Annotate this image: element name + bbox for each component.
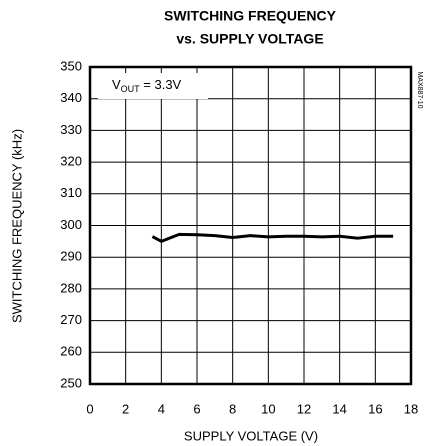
- x-tick-label: 10: [261, 401, 275, 416]
- plot-frame: [88, 65, 413, 386]
- y-tick-label: 310: [60, 185, 82, 200]
- x-tick-label: 12: [297, 401, 311, 416]
- annotation-part: OUT: [121, 84, 141, 94]
- x-tick-label: 16: [368, 401, 382, 416]
- y-tick-label: 330: [60, 122, 82, 137]
- annotation: VOUT = 3.3V: [112, 77, 182, 94]
- x-tick-label: 6: [193, 401, 200, 416]
- annotation-box: [98, 73, 208, 99]
- chart-title: vs. SUPPLY VOLTAGE: [176, 31, 323, 47]
- y-tick-label: 260: [60, 344, 82, 359]
- x-tick-label: 4: [158, 401, 165, 416]
- annotation-part: V: [112, 77, 121, 92]
- y-tick-label: 350: [60, 58, 82, 73]
- x-tick-label: 18: [404, 401, 418, 416]
- x-tick-label: 14: [332, 401, 346, 416]
- y-tick-label: 250: [60, 375, 82, 390]
- x-tick-label: 0: [86, 401, 93, 416]
- y-tick-label: 320: [60, 154, 82, 169]
- y-tick-label: 280: [60, 280, 82, 295]
- chart-title: SWITCHING FREQUENCY: [164, 8, 337, 24]
- x-tick-label: 8: [229, 401, 236, 416]
- y-tick-label: 340: [60, 90, 82, 105]
- x-tick-label: 2: [122, 401, 129, 416]
- y-tick-label: 270: [60, 312, 82, 327]
- x-axis-label: SUPPLY VOLTAGE (V): [184, 428, 318, 443]
- y-axis-label: SWITCHING FREQUENCY (kHz): [9, 129, 24, 323]
- annotation-part: = 3.3V: [140, 77, 182, 92]
- y-tick-label: 290: [60, 249, 82, 264]
- y-tick-label: 300: [60, 217, 82, 232]
- data-line: [151, 232, 394, 243]
- figure-code: MAX887-10: [416, 72, 423, 109]
